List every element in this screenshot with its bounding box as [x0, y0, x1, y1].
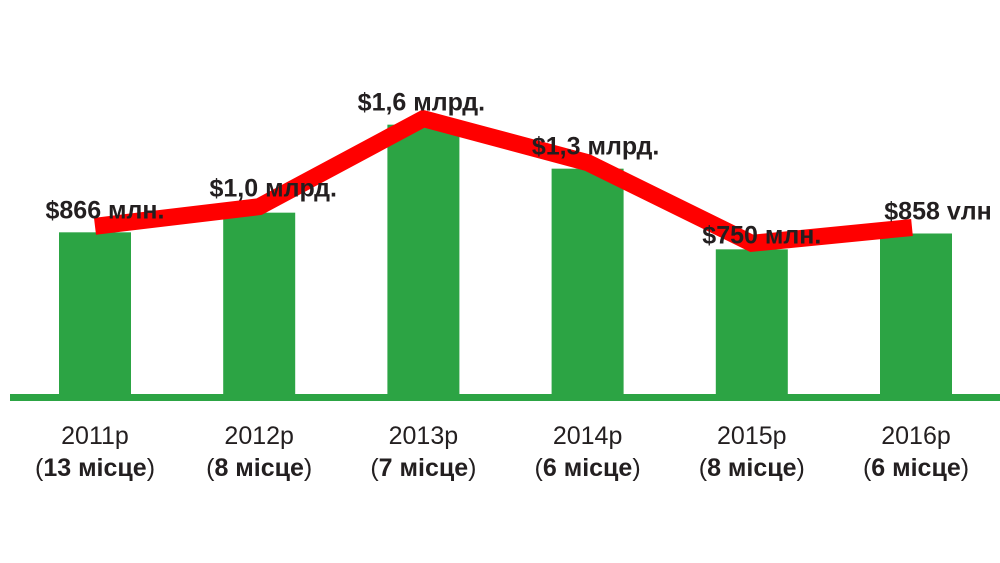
value-label: $1,0 млрд. — [209, 175, 336, 203]
rank-text: 6 місце — [871, 454, 961, 482]
rank-label: (7 місце) — [370, 454, 476, 482]
bar-2014р — [551, 168, 624, 396]
rank-text: 6 місце — [543, 454, 633, 482]
x-tick-label: 2016р — [881, 422, 951, 450]
bar-2012р — [223, 212, 296, 396]
rank-text: 8 місце — [707, 454, 797, 482]
rank-text: 8 місце — [214, 454, 304, 482]
bar-2015р — [715, 249, 788, 396]
value-label: $866 млн. — [46, 196, 165, 224]
x-tick-label: 2013р — [389, 422, 459, 450]
rank-label: (8 місце) — [699, 454, 805, 482]
rank-label: (8 місце) — [206, 454, 312, 482]
x-axis-line — [10, 394, 1000, 401]
value-label: $858 vлн — [884, 197, 991, 225]
rank-label: (13 місце) — [35, 454, 155, 482]
rank-label: (6 місце) — [863, 454, 969, 482]
x-tick-label: 2014р — [553, 422, 623, 450]
value-label: $750 млн. — [702, 221, 821, 249]
bar-2016р — [880, 233, 952, 396]
trend-line — [93, 109, 913, 253]
rank-text: 7 місце — [379, 454, 469, 482]
x-tick-label: 2012р — [224, 422, 294, 450]
x-tick-label: 2015р — [717, 422, 787, 450]
rank-label: (6 місце) — [535, 454, 641, 482]
value-label: $1,6 млрд. — [358, 89, 485, 117]
x-tick-label: 2011р — [61, 422, 129, 450]
bar-2011р — [59, 232, 131, 396]
rank-text: 13 місце — [43, 454, 146, 482]
value-label: $1,3 млрд. — [532, 133, 659, 161]
bar-2013р — [387, 124, 460, 397]
